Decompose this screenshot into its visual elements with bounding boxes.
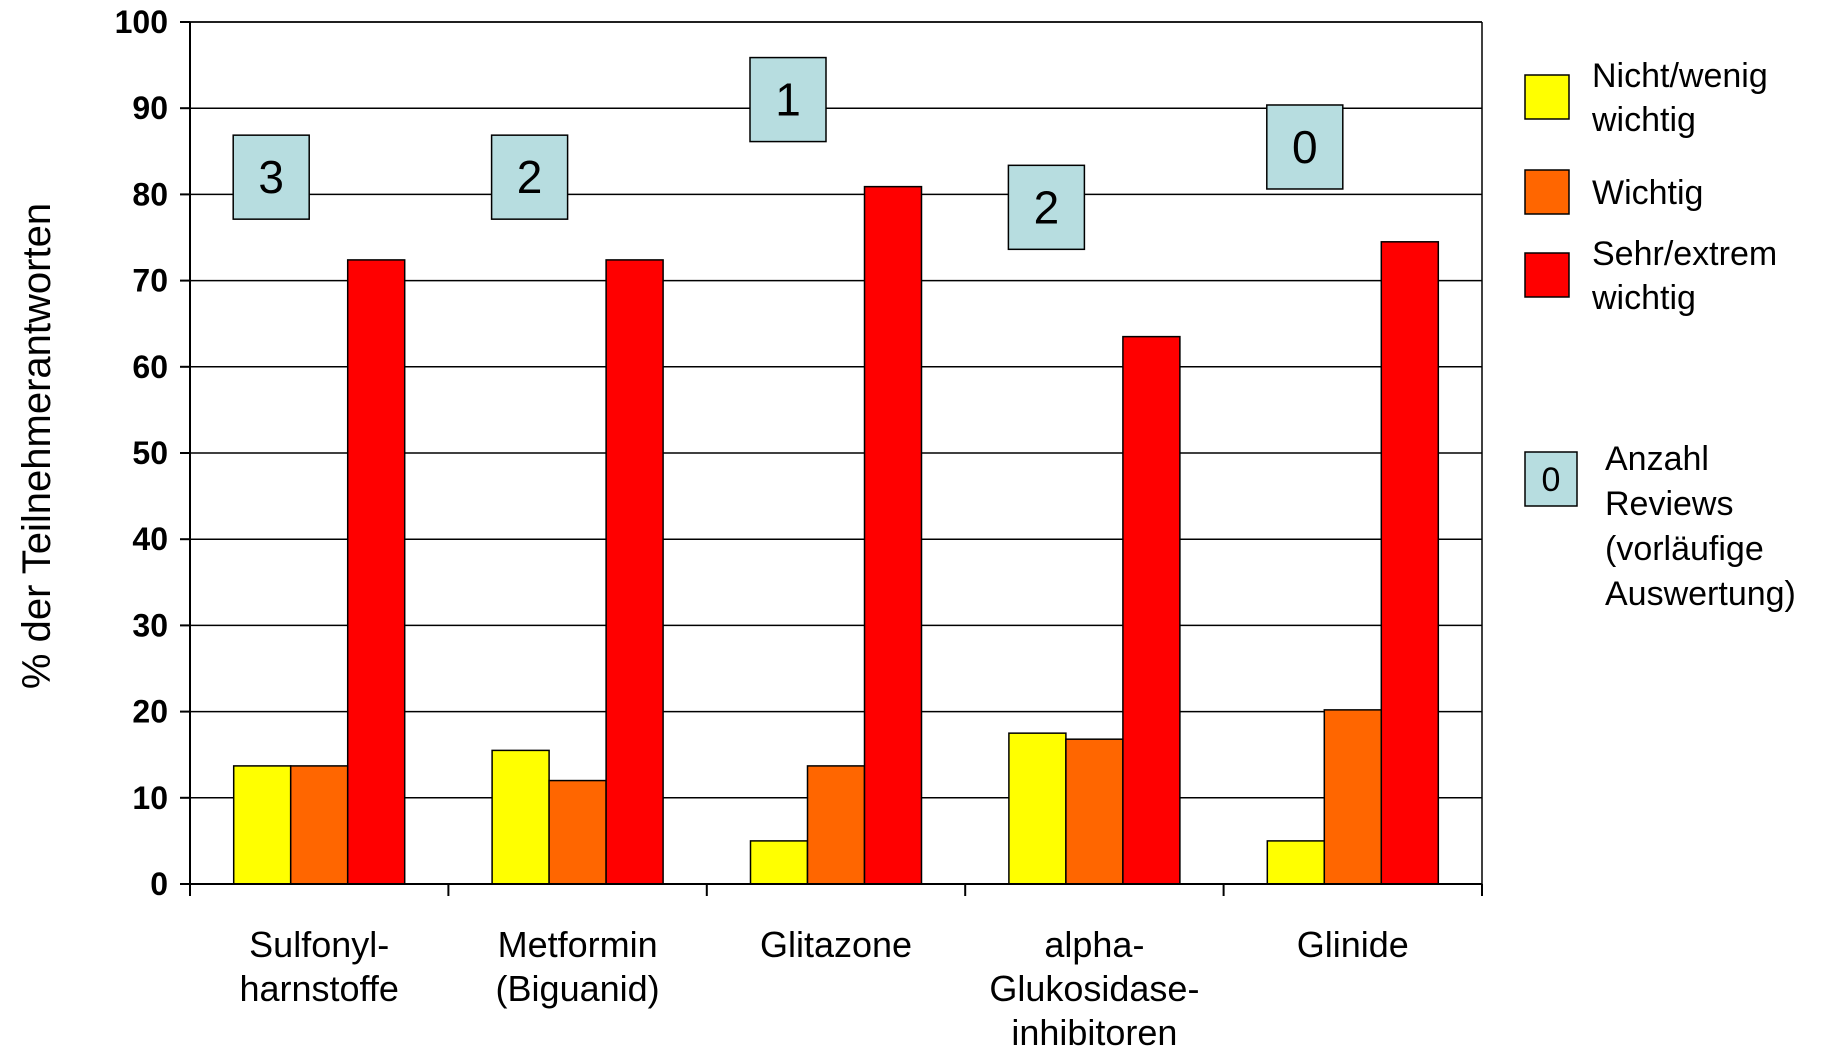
review-count-3: 2	[1034, 181, 1060, 233]
y-tick-label-100: 100	[115, 4, 168, 40]
y-tick-label-40: 40	[132, 521, 168, 557]
x-category-label-2: Glitazone	[760, 924, 912, 965]
y-tick-label-20: 20	[132, 694, 168, 730]
y-axis-label: % der Teilnehmerantworten	[15, 203, 59, 689]
legend-review-symbol: 0	[1542, 461, 1561, 499]
legend-label-1: Wichtig	[1592, 174, 1703, 212]
review-box-0	[232, 134, 310, 220]
bar-s1-c1	[548, 779, 607, 885]
review-box-2	[749, 56, 827, 143]
y-tick-label-90: 90	[132, 90, 168, 126]
review-box-4	[1266, 104, 1344, 190]
x-category-label-0: Sulfonyl-harnstoffe	[239, 924, 398, 1009]
bar-s2-c0	[346, 259, 406, 885]
x-category-label-4: Glinide	[1297, 924, 1409, 965]
legend-swatch-0	[1524, 74, 1570, 120]
bar-s2-c1	[605, 259, 664, 885]
y-tick-labels: 0 10 20 30 40 50 60 70 80 90 100	[115, 4, 168, 902]
legend: Nicht/wenig wichtig Wichtig Sehr/extrem wich…	[1524, 57, 1796, 613]
bar-s0-c2	[749, 840, 809, 885]
review-box-3	[1007, 164, 1086, 251]
y-tick-label-70: 70	[132, 263, 168, 299]
y-tick-label-30: 30	[132, 607, 168, 643]
legend-swatch-1	[1524, 169, 1570, 215]
legend-review-swatch	[1524, 451, 1578, 507]
bar-s0-c4	[1266, 840, 1326, 885]
y-tick-label-80: 80	[132, 176, 168, 212]
y-tick-label-50: 50	[132, 435, 168, 471]
y-tick-label-60: 60	[132, 349, 168, 385]
bar-s1-c2	[806, 765, 866, 885]
bar-s2-c2	[863, 185, 923, 885]
bar-s0-c3	[1008, 732, 1067, 885]
review-count-2: 1	[775, 74, 801, 126]
legend-label-2: Sehr/extrem wichtig	[1591, 235, 1777, 317]
bars	[232, 185, 1440, 885]
review-box-1	[490, 134, 569, 220]
y-tick-label-10: 10	[132, 780, 168, 816]
legend-swatch-2	[1524, 252, 1570, 298]
legend-label-0: Nicht/wenig wichtig	[1591, 57, 1768, 139]
review-count-0: 3	[258, 151, 284, 203]
axes	[180, 21, 1483, 896]
bar-s1-c3	[1065, 738, 1124, 885]
x-category-label-3: alpha-Glukosidase-inhibitoren	[989, 924, 1199, 1053]
bar-s1-c0	[289, 765, 349, 885]
bar-s0-c0	[232, 765, 292, 885]
bar-s1-c4	[1323, 709, 1383, 885]
review-count-boxes: 3 2 1 2 0	[232, 56, 1344, 251]
x-category-label-1: Metformin (Biguanid)	[496, 924, 660, 1009]
y-tick-label-0: 0	[150, 866, 168, 902]
legend-review-label: Anzahl Reviews (vorläufige Auswertung)	[1605, 440, 1796, 613]
review-count-4: 0	[1292, 121, 1318, 173]
bar-s2-c3	[1122, 335, 1181, 885]
bar-s0-c1	[491, 749, 550, 885]
bar-s2-c4	[1380, 241, 1440, 885]
review-count-1: 2	[517, 151, 543, 203]
x-category-labels: Sulfonyl-harnstoffe Metformin (Biguanid) Gl…	[239, 924, 1408, 1053]
